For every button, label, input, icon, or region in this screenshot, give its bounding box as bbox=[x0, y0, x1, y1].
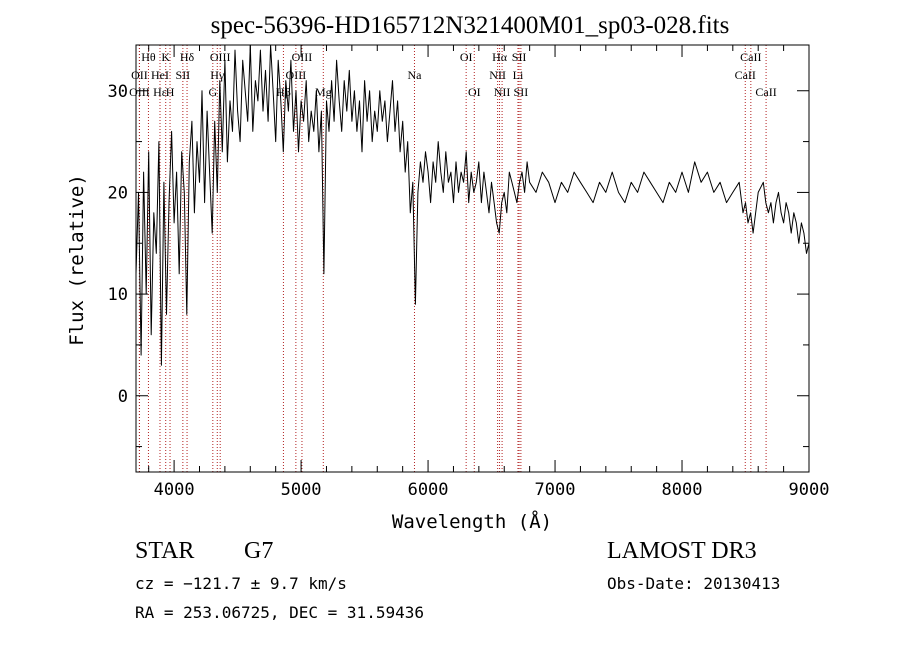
ident-label-12: OIII bbox=[292, 50, 313, 64]
ident-label-17: OI bbox=[460, 50, 473, 64]
object-class: STAR bbox=[135, 538, 195, 564]
x-tick-label-8000: 8000 bbox=[662, 480, 703, 500]
y-tick-label-0: 0 bbox=[118, 387, 128, 407]
ident-label-24: SII bbox=[514, 85, 529, 99]
y-tick-label-10: 10 bbox=[108, 285, 128, 305]
ident-label-23: NII bbox=[494, 85, 511, 99]
ident-label-8: Hδ bbox=[180, 50, 195, 64]
observation-date: Obs-Date: 20130413 bbox=[607, 574, 781, 593]
ident-label-6: H bbox=[166, 85, 175, 99]
y-axis: 0 10 20 30 bbox=[108, 82, 809, 448]
ident-label-19: Hα bbox=[492, 50, 508, 64]
chart-title: spec-56396-HD165712N321400M01_sp03-028.f… bbox=[211, 12, 730, 39]
y-axis-label: Flux (relative) bbox=[66, 174, 88, 346]
ident-label-10: Hγ bbox=[210, 68, 225, 82]
x-tick-label-4000: 4000 bbox=[154, 480, 195, 500]
ident-label-16: Na bbox=[407, 68, 422, 82]
ident-label-25: CaII bbox=[740, 50, 761, 64]
ident-label-0: Hθ bbox=[141, 50, 156, 64]
ident-label-20: SII bbox=[512, 50, 527, 64]
x-axis: 4000 5000 6000 7000 8000 9000 bbox=[148, 45, 830, 500]
redshift-readout: cz = −121.7 ± 9.7 km/s bbox=[135, 574, 347, 593]
x-tick-label-5000: 5000 bbox=[281, 480, 322, 500]
ident-label-26: CaII bbox=[735, 68, 756, 82]
ident-label-21: NII bbox=[489, 68, 506, 82]
ident-label-5: Hε bbox=[153, 85, 167, 99]
ident-label-3: K bbox=[161, 50, 170, 64]
ident-label-15: Mg bbox=[315, 85, 332, 99]
x-axis-label: Wavelength (Å) bbox=[392, 510, 552, 533]
plot-frame bbox=[135, 44, 810, 473]
spectral-subclass: G7 bbox=[244, 538, 274, 564]
spectrum-layer bbox=[135, 44, 810, 366]
ident-label-2: OIII bbox=[129, 85, 150, 99]
survey-name: LAMOST DR3 bbox=[607, 538, 757, 564]
x-tick-label-7000: 7000 bbox=[535, 480, 576, 500]
ident-label-27: CaII bbox=[755, 85, 776, 99]
ident-label-18: OI bbox=[468, 85, 481, 99]
ident-label-22: Li bbox=[513, 68, 524, 82]
spectrum-line bbox=[135, 44, 810, 366]
ident-label-4: HeI bbox=[151, 68, 169, 82]
ident-label-13: OIII bbox=[286, 68, 307, 82]
coordinates-readout: RA = 253.06725, DEC = 31.59436 bbox=[135, 603, 424, 622]
y-tick-label-30: 30 bbox=[108, 82, 128, 102]
x-tick-label-6000: 6000 bbox=[408, 480, 449, 500]
x-tick-label-9000: 9000 bbox=[789, 480, 830, 500]
ident-label-9: OIII bbox=[210, 50, 231, 64]
y-tick-label-20: 20 bbox=[108, 183, 128, 203]
ident-label-11: G bbox=[208, 85, 217, 99]
ident-label-7: SII bbox=[176, 68, 191, 82]
ident-label-1: OII bbox=[131, 68, 148, 82]
